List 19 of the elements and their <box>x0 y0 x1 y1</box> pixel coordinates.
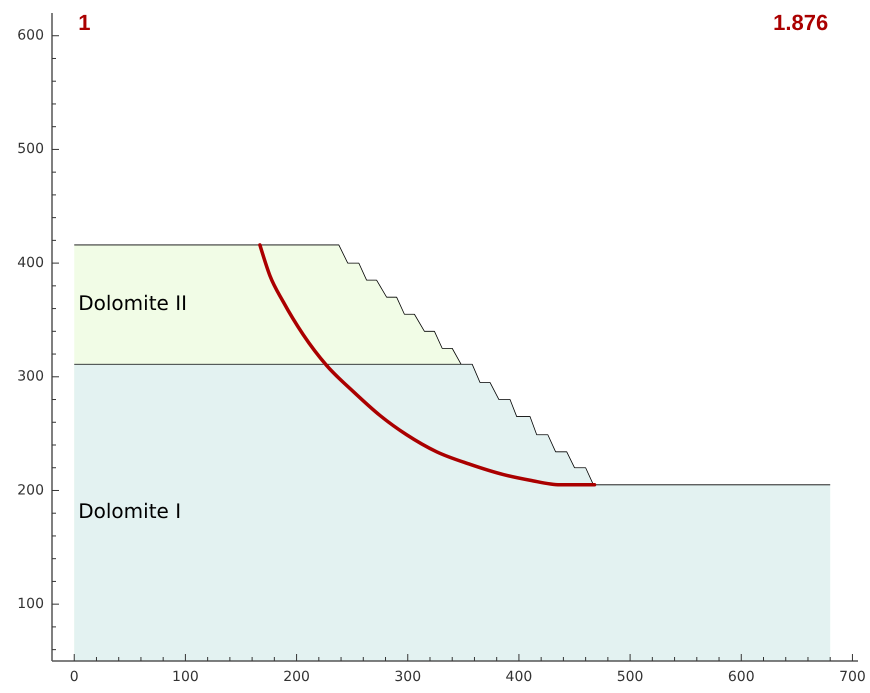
annotation: 1.876 <box>773 10 828 35</box>
x-tick-label: 100 <box>172 669 199 685</box>
x-tick-label: 400 <box>506 669 532 685</box>
series-label: Dolomite I <box>78 499 182 524</box>
x-tick-label: 700 <box>839 669 866 685</box>
x-tick-label: 600 <box>728 669 755 685</box>
y-tick-label: 100 <box>17 596 44 612</box>
x-tick-label: 200 <box>283 669 310 685</box>
y-tick-label: 600 <box>17 28 44 44</box>
y-tick-label: 200 <box>17 482 44 498</box>
x-tick-label: 300 <box>394 669 422 685</box>
annotation: 1 <box>78 10 90 35</box>
line-series <box>258 243 596 487</box>
y-tick-label: 300 <box>17 368 44 385</box>
x-tick-label: 0 <box>70 669 79 685</box>
y-tick-label: 400 <box>17 254 44 271</box>
x-tick-label: 500 <box>616 669 644 685</box>
y-tick-label: 500 <box>17 141 44 158</box>
series-label: Dolomite II <box>78 291 188 316</box>
